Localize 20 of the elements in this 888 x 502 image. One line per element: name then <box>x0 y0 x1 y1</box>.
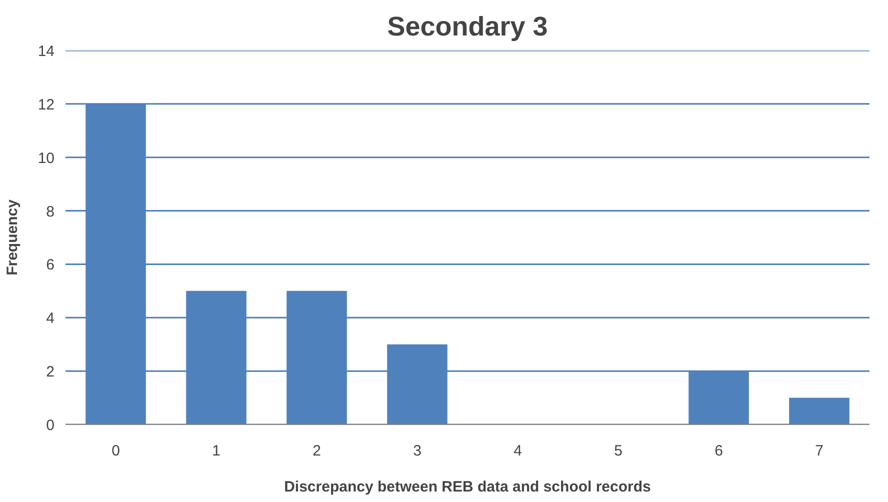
y-tick-label: 10 <box>38 150 55 167</box>
x-tick-label: 1 <box>212 442 220 460</box>
y-tick-label: 6 <box>46 256 54 274</box>
x-tick-label: 5 <box>614 442 622 460</box>
y-tick-label: 0 <box>46 417 54 434</box>
x-tick-label: 6 <box>714 442 723 460</box>
y-tick-label: 4 <box>46 310 54 328</box>
y-axis-title: Frequency <box>4 198 21 276</box>
y-tick-label: 12 <box>38 96 55 114</box>
y-tick-label: 14 <box>38 43 55 60</box>
x-axis-title: Discrepancy between REB data and school records <box>284 478 651 496</box>
x-tick-label: 3 <box>413 442 422 460</box>
x-tick-label: 7 <box>815 442 824 460</box>
x-tick-label: 4 <box>514 442 522 460</box>
y-tick-label: 8 <box>46 203 54 220</box>
x-tick-label: 0 <box>112 442 120 460</box>
y-tick-label: 2 <box>46 364 54 381</box>
x-tick-label: 2 <box>312 442 321 460</box>
bar <box>789 398 850 424</box>
chart-title: Secondary 3 <box>387 12 548 42</box>
